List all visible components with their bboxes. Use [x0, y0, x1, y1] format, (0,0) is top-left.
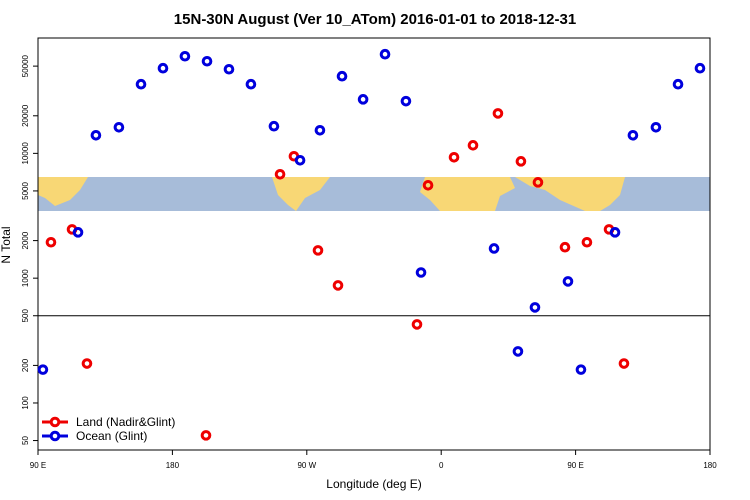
- y-tick-label: 2000: [21, 231, 30, 249]
- data-point: [575, 364, 587, 375]
- legend-label: Land (Nadir&Glint): [76, 415, 175, 429]
- data-point: [379, 48, 391, 60]
- x-tick-label: 180: [166, 461, 180, 470]
- x-axis-label: Longitude (deg E): [326, 477, 421, 491]
- data-point: [45, 236, 57, 248]
- data-point: [332, 280, 344, 291]
- data-point: [157, 62, 169, 74]
- y-axis-label: N Total: [0, 226, 13, 263]
- data-point: [467, 140, 479, 151]
- data-point: [200, 430, 212, 441]
- data-point: [37, 364, 49, 375]
- data-point: [336, 70, 348, 82]
- legend-label: Ocean (Glint): [76, 429, 147, 443]
- data-point: [694, 62, 706, 74]
- data-point: [559, 241, 571, 253]
- y-tick-label: 200: [21, 358, 30, 372]
- data-point: [650, 121, 662, 133]
- y-tick-label: 20000: [21, 104, 30, 127]
- data-point: [422, 179, 434, 191]
- y-tick-label: 50: [21, 436, 30, 445]
- data-point: [274, 168, 286, 180]
- y-tick-label: 100: [21, 396, 30, 410]
- data-point: [223, 63, 235, 75]
- data-point: [532, 177, 544, 188]
- data-point: [135, 78, 147, 90]
- data-point: [179, 50, 191, 62]
- x-tick-label: 90 E: [30, 461, 46, 470]
- data-point: [294, 154, 306, 166]
- data-point: [609, 227, 621, 238]
- data-point: [90, 129, 102, 141]
- data-point: [312, 245, 324, 256]
- map-strip: [38, 177, 710, 211]
- x-tick-label: 90 W: [297, 461, 316, 470]
- data-point: [627, 129, 639, 141]
- data-point: [562, 276, 574, 287]
- data-point: [201, 55, 213, 67]
- data-point: [488, 243, 500, 254]
- data-point: [411, 319, 423, 330]
- data-point: [529, 302, 541, 313]
- data-point: [672, 78, 684, 90]
- x-tick-label: 0: [439, 461, 444, 470]
- data-point: [618, 358, 630, 369]
- data-point: [314, 125, 326, 136]
- data-point: [448, 151, 460, 163]
- legend-marker: [49, 430, 61, 442]
- data-point: [415, 267, 427, 278]
- y-tick-label: 1000: [21, 269, 30, 287]
- x-tick-label: 90 E: [567, 461, 583, 470]
- data-point: [400, 95, 412, 107]
- legend-marker: [49, 416, 61, 428]
- data-point: [268, 120, 280, 132]
- y-tick-label: 500: [21, 309, 30, 323]
- y-tick-label: 5000: [21, 181, 30, 199]
- chart-title: 15N-30N August (Ver 10_ATom) 2016-01-01 …: [174, 11, 576, 28]
- data-point: [245, 78, 257, 90]
- data-point: [512, 346, 524, 357]
- data-point: [492, 108, 504, 119]
- data-point: [113, 121, 125, 133]
- data-point: [581, 236, 593, 248]
- plot-frame: [37, 37, 711, 451]
- data-point: [81, 358, 93, 369]
- y-tick-label: 50000: [21, 54, 30, 77]
- data-point: [515, 156, 527, 167]
- data-point: [72, 227, 84, 238]
- x-tick-label: 180: [703, 461, 717, 470]
- data-point: [357, 94, 369, 105]
- y-tick-label: 10000: [21, 142, 30, 165]
